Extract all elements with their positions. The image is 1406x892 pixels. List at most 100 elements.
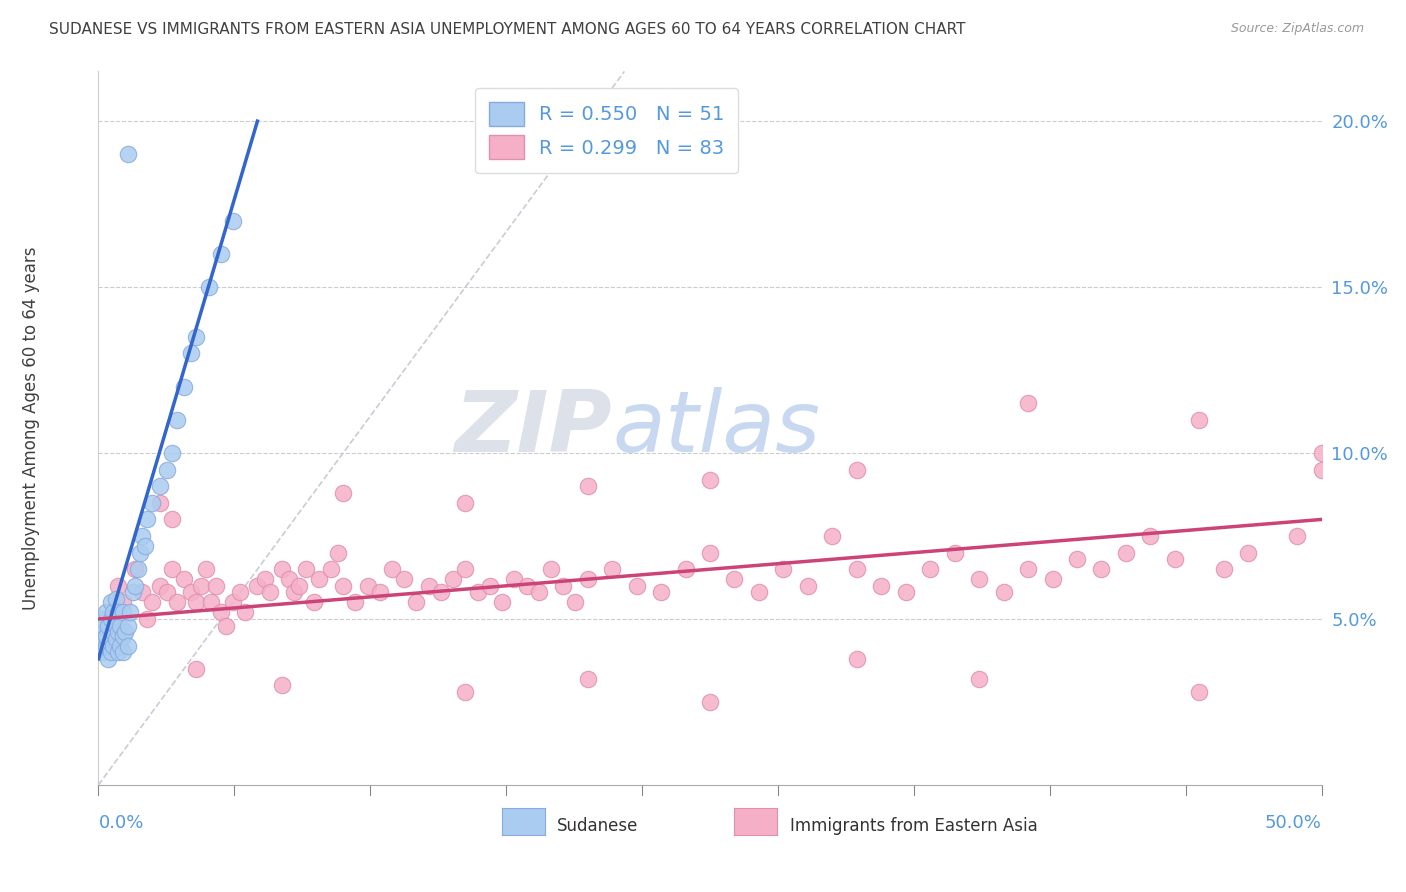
Point xyxy=(117,618,139,632)
Point xyxy=(111,606,134,620)
Point xyxy=(943,546,966,560)
Point xyxy=(94,606,117,620)
Point xyxy=(1188,685,1211,699)
Point xyxy=(180,346,202,360)
Point xyxy=(91,645,114,659)
Point xyxy=(405,595,427,609)
Point xyxy=(186,595,208,609)
Point xyxy=(430,585,453,599)
Point xyxy=(160,562,183,576)
Point xyxy=(392,572,416,586)
Point xyxy=(94,629,117,643)
Point xyxy=(114,625,136,640)
Point xyxy=(195,562,218,576)
Point xyxy=(723,572,745,586)
Point xyxy=(90,612,112,626)
Point xyxy=(156,463,179,477)
Point xyxy=(418,579,440,593)
Point xyxy=(1017,562,1039,576)
Point xyxy=(441,572,464,586)
Point xyxy=(278,572,301,586)
Point xyxy=(173,572,195,586)
Point xyxy=(967,572,990,586)
Point xyxy=(503,572,526,586)
Point xyxy=(111,595,134,609)
Point xyxy=(94,639,117,653)
Point xyxy=(101,639,124,653)
Point xyxy=(576,479,599,493)
Text: Immigrants from Eastern Asia: Immigrants from Eastern Asia xyxy=(790,817,1038,835)
Point xyxy=(100,632,122,646)
Point xyxy=(845,652,868,666)
Point xyxy=(553,579,575,593)
Point xyxy=(515,579,537,593)
Point xyxy=(180,585,202,599)
Point xyxy=(197,280,219,294)
Point xyxy=(149,579,172,593)
Point xyxy=(1212,562,1234,576)
Point xyxy=(107,606,129,620)
Point xyxy=(100,612,122,626)
Point xyxy=(332,486,354,500)
Point xyxy=(222,213,245,227)
Point xyxy=(920,562,942,576)
Point xyxy=(288,579,311,593)
Point xyxy=(97,652,120,666)
Point xyxy=(253,572,276,586)
Point xyxy=(1042,572,1064,586)
Point xyxy=(576,672,599,686)
Point xyxy=(1310,463,1333,477)
Point xyxy=(675,562,697,576)
Point xyxy=(186,662,208,676)
Text: Unemployment Among Ages 60 to 64 years: Unemployment Among Ages 60 to 64 years xyxy=(22,246,41,610)
Text: 0.0%: 0.0% xyxy=(98,814,143,831)
Point xyxy=(91,618,114,632)
Point xyxy=(454,562,477,576)
Point xyxy=(699,546,721,560)
Point xyxy=(136,512,159,526)
Point xyxy=(626,579,648,593)
Point xyxy=(134,539,156,553)
Point xyxy=(120,606,142,620)
Point xyxy=(1066,552,1088,566)
Point xyxy=(356,579,378,593)
Point xyxy=(1017,396,1039,410)
Point xyxy=(576,572,599,586)
Point xyxy=(870,579,893,593)
Point xyxy=(1237,546,1260,560)
Point xyxy=(107,645,129,659)
Point xyxy=(149,479,172,493)
Point xyxy=(246,579,269,593)
Point xyxy=(129,546,152,560)
Point xyxy=(121,585,143,599)
Point xyxy=(104,592,127,607)
Point xyxy=(332,579,354,593)
Point xyxy=(748,585,770,599)
Point xyxy=(97,618,120,632)
Point xyxy=(467,585,489,599)
Point xyxy=(1115,546,1137,560)
Point xyxy=(491,595,513,609)
Point xyxy=(110,639,132,653)
Point xyxy=(845,562,868,576)
Text: Sudanese: Sudanese xyxy=(557,817,638,835)
Point xyxy=(319,562,342,576)
Point xyxy=(302,595,325,609)
Point xyxy=(478,579,501,593)
Point xyxy=(1090,562,1112,576)
Point xyxy=(295,562,318,576)
Point xyxy=(600,562,623,576)
Point xyxy=(117,639,139,653)
Point xyxy=(117,147,139,161)
Point xyxy=(209,606,232,620)
Point xyxy=(209,247,232,261)
Point xyxy=(136,612,159,626)
Text: atlas: atlas xyxy=(612,386,820,470)
Point xyxy=(454,685,477,699)
Point xyxy=(454,496,477,510)
Point xyxy=(650,585,672,599)
Text: SUDANESE VS IMMIGRANTS FROM EASTERN ASIA UNEMPLOYMENT AMONG AGES 60 TO 64 YEARS : SUDANESE VS IMMIGRANTS FROM EASTERN ASIA… xyxy=(49,22,966,37)
Point xyxy=(173,379,195,393)
Point xyxy=(270,678,294,692)
Point xyxy=(100,595,122,609)
